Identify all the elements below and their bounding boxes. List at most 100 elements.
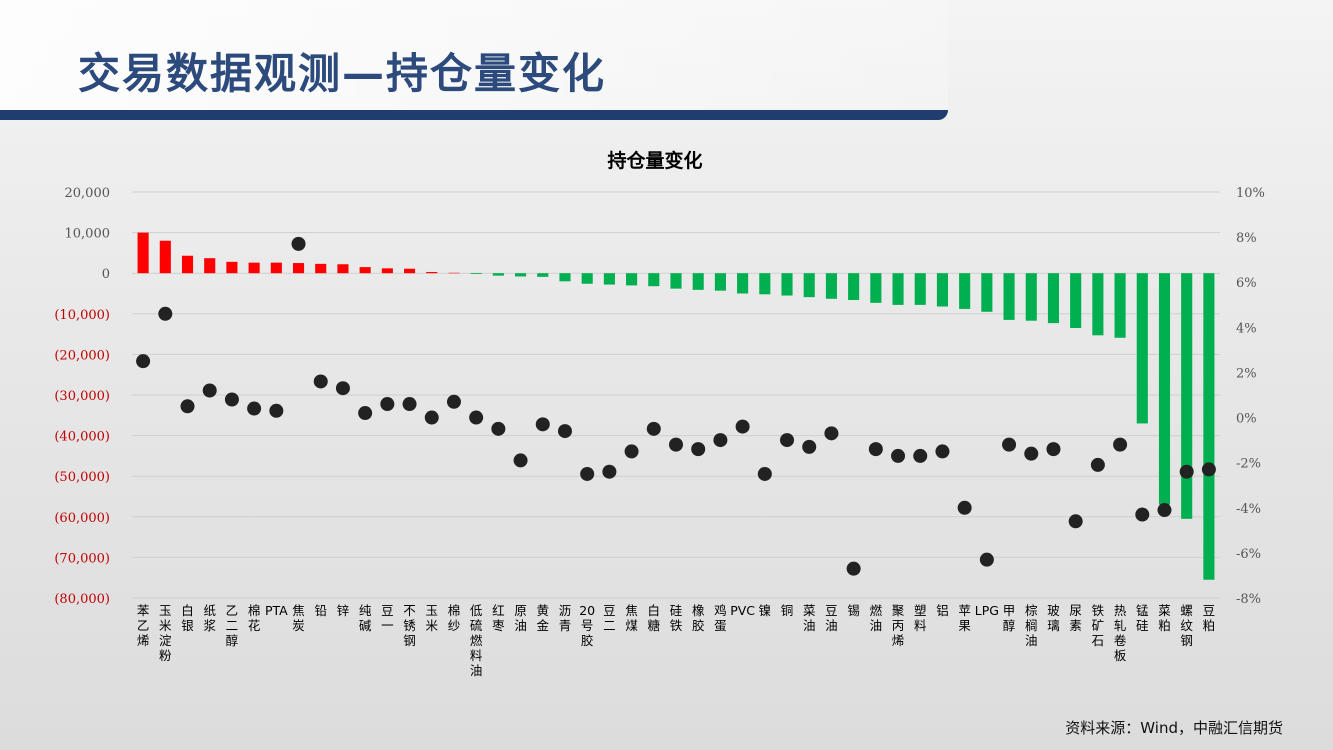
right-tick-label: -8% (1236, 592, 1261, 607)
dot-铝 (935, 444, 950, 459)
dot-菜粕 (1157, 503, 1172, 518)
bar-苯乙烯 (137, 232, 149, 274)
dot-白银 (180, 399, 195, 414)
category-label: 燃油 (870, 603, 883, 633)
category-label: 热轧卷板 (1114, 603, 1127, 663)
dot-玉米淀粉 (158, 306, 173, 321)
category-label: 白银 (181, 603, 194, 633)
left-tick-label: (50,000) (54, 470, 110, 485)
category-label: 焦煤 (625, 603, 638, 633)
dot-甲醇 (1002, 437, 1017, 452)
left-tick-label: 20,000 (65, 186, 111, 201)
category-label: 白糖 (648, 603, 661, 633)
bar-燃油 (870, 273, 882, 303)
bar-series (137, 232, 1215, 580)
dot-豆二 (602, 464, 617, 479)
category-label: 不锈钢 (403, 603, 416, 648)
dot-鸡蛋 (713, 433, 728, 448)
category-label: 尿素 (1069, 603, 1082, 633)
bar-铁矿石 (1092, 273, 1104, 336)
left-tick-label: (40,000) (54, 430, 110, 445)
dot-LPG (979, 552, 994, 567)
bar-棉纱 (448, 272, 460, 274)
category-label: 苹果 (958, 603, 971, 633)
right-tick-label: 4% (1236, 321, 1257, 336)
dot-PVC (735, 419, 750, 434)
bar-镍 (759, 273, 771, 295)
dot-聚丙烯 (891, 448, 906, 463)
bar-纸浆 (204, 258, 216, 274)
bar-豆二 (603, 273, 615, 285)
dot-热轧卷板 (1113, 437, 1128, 452)
title-band-bg (0, 0, 948, 110)
dot-菜油 (802, 439, 817, 454)
bar-LPG (981, 273, 993, 312)
bar-豆粕 (1203, 273, 1215, 580)
dot-20号胶 (580, 466, 595, 481)
category-label: 玉米 (425, 603, 438, 633)
dot-黄金 (535, 417, 550, 432)
bar-锌 (337, 264, 349, 274)
bar-玉米淀粉 (159, 240, 171, 274)
category-label: 螺纹钢 (1180, 603, 1193, 648)
bar-焦炭 (292, 263, 305, 274)
scatter-series (136, 236, 1216, 576)
left-tick-label: (30,000) (54, 389, 110, 404)
category-label: 棉花 (248, 603, 261, 633)
category-label: 甲醇 (1003, 603, 1016, 633)
right-tick-label: 6% (1236, 276, 1257, 291)
dot-乙二醇 (224, 392, 239, 407)
dot-玻璃 (1046, 442, 1061, 457)
right-tick-label: 0% (1236, 412, 1257, 427)
dot-硅铁 (669, 437, 683, 452)
category-label: 沥青 (559, 603, 572, 633)
bar-热轧卷板 (1114, 273, 1126, 338)
dot-白糖 (646, 421, 661, 436)
source-note: 资料来源：Wind，中融汇信期货 (1065, 719, 1283, 737)
dot-螺纹钢 (1179, 464, 1194, 479)
category-label: 锌 (337, 603, 350, 618)
dot-焦煤 (624, 444, 639, 459)
dot-原油 (513, 453, 528, 468)
slide-title: 交易数据观测—持仓量变化 (78, 49, 607, 98)
bar-橡胶 (692, 273, 704, 290)
category-label: 豆二 (603, 603, 616, 633)
category-label: 锰硅 (1136, 603, 1149, 633)
dot-棕榈油 (1024, 446, 1039, 461)
bar-低硫燃料油 (470, 273, 482, 275)
category-label: PTA (265, 603, 288, 618)
left-tick-label: 10,000 (65, 227, 111, 242)
category-label: 红枣 (492, 603, 505, 633)
title-underline (0, 110, 948, 120)
category-label: 菜油 (803, 603, 816, 633)
category-label: 锡 (847, 603, 860, 618)
left-axis: 20,000 10,000 0 (10,000) (20,000) (30,000) (40… (54, 186, 110, 607)
category-label: 铜 (781, 603, 794, 618)
category-axis: 苯乙烯玉米淀粉白银纸浆乙二醇棉花 PTA 焦炭铅锌纯碱豆一不锈钢玉米棉纱低硫燃料油红… (137, 603, 1215, 678)
category-label: 棕榈油 (1025, 603, 1038, 648)
bar-红枣 (492, 273, 504, 276)
category-label: 豆油 (825, 603, 838, 633)
bar-PTA (270, 262, 282, 274)
bar-焦煤 (626, 273, 638, 286)
dot-铅 (313, 374, 328, 389)
category-label: 铅 (314, 603, 327, 618)
bar-玻璃 (1047, 273, 1060, 324)
dot-苯乙烯 (136, 354, 151, 369)
bar-锰硅 (1136, 273, 1148, 424)
category-label: 黄金 (537, 603, 550, 633)
dot-锌 (335, 381, 350, 396)
category-label: 豆粕 (1203, 603, 1216, 633)
dot-PTA (269, 403, 284, 418)
category-label: 玻璃 (1047, 603, 1060, 633)
category-label: 玉米淀粉 (159, 603, 172, 663)
right-tick-label: 2% (1236, 366, 1257, 381)
chart-title: 持仓量变化 (607, 149, 702, 172)
dot-棉花 (247, 401, 262, 416)
bar-苹果 (959, 273, 971, 309)
dot-镍 (757, 466, 772, 481)
bar-菜粕 (1158, 273, 1171, 505)
bar-黄金 (537, 273, 549, 277)
bar-棉花 (248, 262, 260, 274)
category-label: 橡胶 (692, 603, 705, 633)
